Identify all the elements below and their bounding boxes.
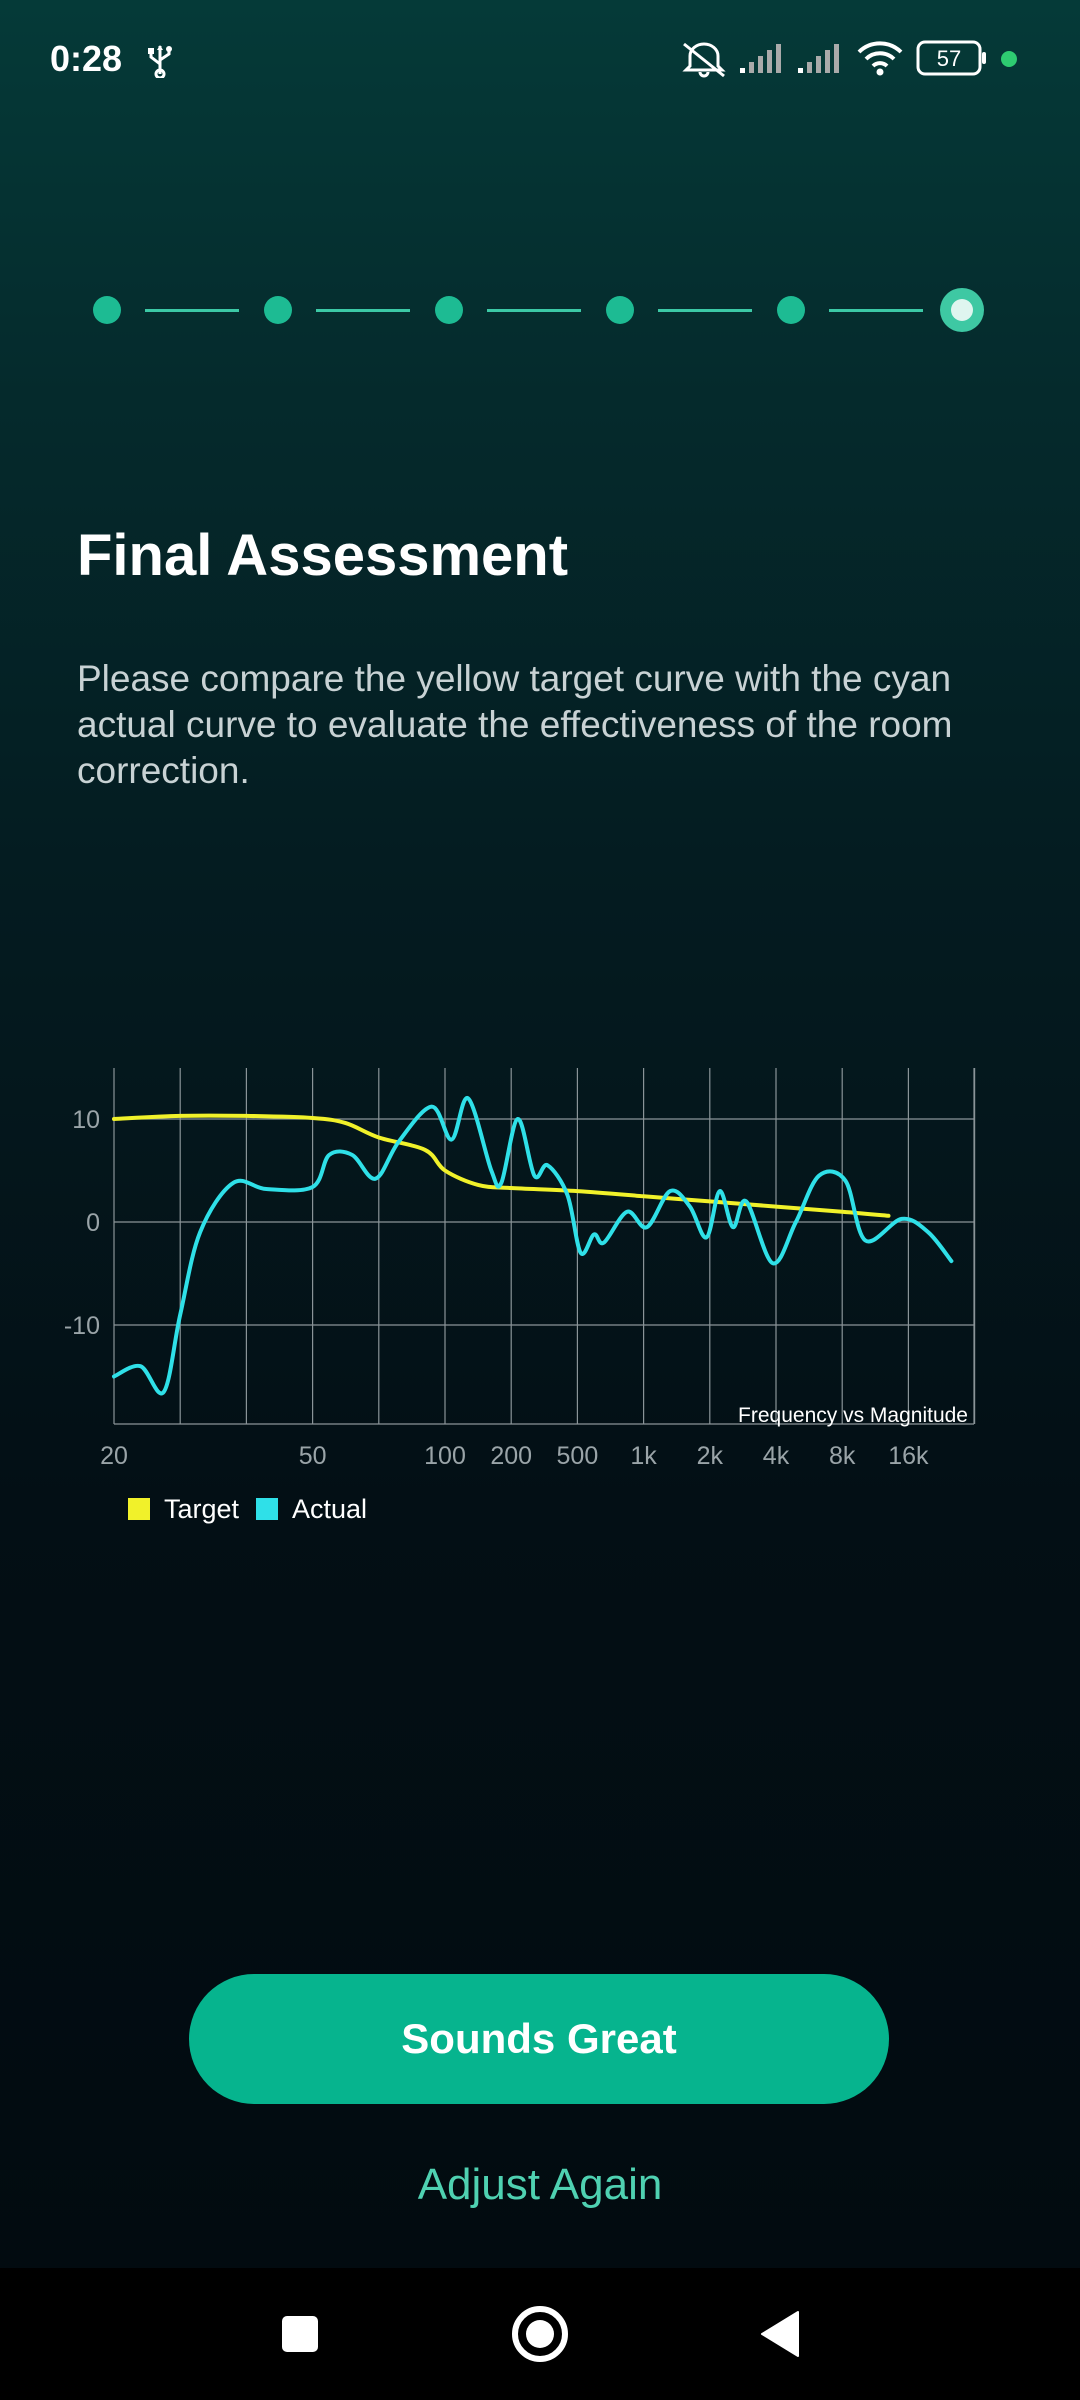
step-dot bbox=[777, 296, 805, 324]
step-connector bbox=[145, 309, 239, 312]
dot-icon bbox=[1001, 51, 1017, 67]
chart-series bbox=[112, 1096, 954, 1396]
step-dot bbox=[435, 296, 463, 324]
x-tick-label: 20 bbox=[100, 1442, 128, 1470]
battery-level: 57 bbox=[937, 46, 961, 71]
frequency-chart: 10 0 -10 20 50 100 200 500 1k 2k 4k 8k 16k Frequency… bbox=[0, 1040, 1080, 1560]
x-tick-label: 8k bbox=[829, 1442, 856, 1470]
step-dot bbox=[606, 296, 634, 324]
legend-target-swatch bbox=[128, 1498, 150, 1520]
x-tick-label: 100 bbox=[424, 1442, 466, 1470]
wifi-icon bbox=[857, 41, 903, 76]
chart-grid bbox=[113, 1068, 976, 1425]
legend-actual-swatch bbox=[256, 1498, 278, 1520]
step-connector bbox=[316, 309, 410, 312]
battery-icon: 57 bbox=[916, 40, 986, 76]
step-current bbox=[940, 288, 984, 332]
step-connector bbox=[658, 309, 752, 312]
adjust-again-button[interactable]: Adjust Again bbox=[340, 2150, 740, 2220]
signal-icon bbox=[740, 44, 781, 73]
status-time: 0:28 bbox=[50, 38, 123, 79]
step-connector bbox=[487, 309, 581, 312]
y-tick-label: 10 bbox=[72, 1106, 100, 1134]
page-description: Please compare the yellow target curve w… bbox=[77, 658, 953, 791]
recents-square-icon[interactable] bbox=[240, 2268, 360, 2400]
x-tick-label: 16k bbox=[888, 1442, 929, 1470]
page-title: Final Assessment bbox=[77, 523, 569, 588]
x-tick-label: 1k bbox=[630, 1442, 657, 1470]
y-tick-label: 0 bbox=[86, 1209, 100, 1237]
x-tick-label: 50 bbox=[299, 1442, 327, 1470]
step-dot bbox=[93, 296, 121, 324]
series-line-actual bbox=[112, 1096, 954, 1396]
y-tick-label: -10 bbox=[64, 1312, 100, 1340]
mute-icon bbox=[682, 42, 726, 78]
step-connector bbox=[829, 309, 923, 312]
status-bar: 0:28 bbox=[0, 0, 1080, 120]
chart-annotation: Frequency vs Magnitude bbox=[738, 1404, 968, 1427]
step-dot bbox=[264, 296, 292, 324]
back-triangle-icon[interactable] bbox=[720, 2268, 840, 2400]
legend-actual-label: Actual bbox=[292, 1494, 367, 1524]
signal-icon bbox=[798, 44, 839, 73]
legend-target-label: Target bbox=[164, 1494, 240, 1524]
x-tick-label: 4k bbox=[763, 1442, 790, 1470]
progress-stepper bbox=[0, 280, 1080, 340]
usb-icon bbox=[146, 44, 174, 83]
x-tick-label: 200 bbox=[490, 1442, 532, 1470]
sounds-great-button[interactable]: Sounds Great bbox=[189, 1974, 889, 2104]
x-tick-label: 500 bbox=[557, 1442, 599, 1470]
series-line-target bbox=[112, 1113, 891, 1218]
home-circle-icon[interactable] bbox=[480, 2268, 600, 2400]
x-tick-label: 2k bbox=[697, 1442, 724, 1470]
system-nav-bar bbox=[0, 2268, 1080, 2400]
